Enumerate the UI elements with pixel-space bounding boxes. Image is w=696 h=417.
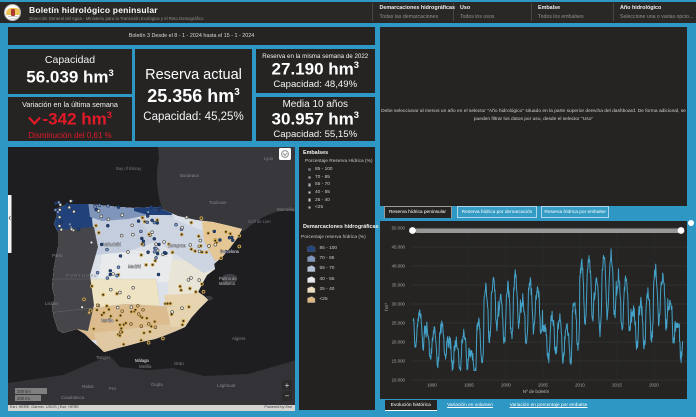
svg-text:Madrid: Madrid [128, 264, 141, 269]
svg-text:2020: 2020 [649, 383, 659, 388]
svg-text:2010: 2010 [575, 383, 585, 388]
svg-text:Toulouse: Toulouse [209, 200, 227, 205]
svg-text:Tangier: Tangier [96, 355, 111, 360]
svg-text:40.000: 40.000 [392, 264, 406, 269]
svg-text:Mallorca: Mallorca [219, 281, 235, 286]
svg-text:Rabat: Rabat [82, 384, 94, 389]
svg-text:Algiers: Algiers [232, 336, 246, 341]
svg-text:PORTUGAL: PORTUGAL [66, 273, 98, 278]
svg-text:Golf de Lion: Golf de Lion [248, 219, 271, 224]
svg-text:Málaga: Málaga [135, 358, 149, 363]
svg-text:35.000: 35.000 [392, 283, 406, 288]
svg-text:15.000: 15.000 [392, 359, 406, 364]
svg-text:Valladolid: Valladolid [103, 242, 122, 247]
svg-text:Zaragoza: Zaragoza [168, 243, 186, 248]
svg-text:−: − [285, 392, 290, 401]
svg-text:hm³: hm³ [384, 303, 389, 311]
svg-text:Oran: Oran [174, 361, 184, 366]
svg-text:Casablanca: Casablanca [61, 395, 85, 400]
svg-text:30.000: 30.000 [392, 302, 406, 307]
svg-text:Bordeaux: Bordeaux [180, 173, 200, 178]
svg-text:20.000: 20.000 [392, 340, 406, 345]
svg-text:Lisbon: Lisbon [45, 301, 58, 306]
svg-text:Palma de: Palma de [219, 276, 237, 281]
svg-text:2000: 2000 [501, 383, 511, 388]
svg-text:1995: 1995 [464, 383, 474, 388]
svg-text:Porto: Porto [52, 253, 63, 258]
svg-text:2005: 2005 [538, 383, 548, 388]
svg-text:50.000: 50.000 [392, 226, 406, 231]
svg-text:45.000: 45.000 [392, 245, 406, 250]
svg-text:Melilla: Melilla [139, 364, 152, 369]
svg-text:Barcelona: Barcelona [220, 249, 240, 254]
svg-text:10.000: 10.000 [392, 378, 406, 383]
svg-text:1990: 1990 [427, 383, 437, 388]
svg-text:Oujda: Oujda [151, 382, 163, 387]
svg-text:+: + [285, 381, 290, 390]
svg-text:200 mi: 200 mi [17, 396, 30, 401]
svg-text:25.000: 25.000 [392, 321, 406, 326]
svg-text:Nº de boletín: Nº de boletín [523, 389, 550, 394]
svg-text:Bay of Biscay: Bay of Biscay [116, 166, 142, 171]
svg-text:Sevilla: Sevilla [101, 318, 114, 323]
svg-text:Laghouat: Laghouat [217, 383, 236, 388]
svg-text:200 km: 200 km [17, 389, 31, 394]
svg-text:Lyon: Lyon [264, 156, 274, 161]
svg-text:Fez: Fez [109, 386, 116, 391]
svg-text:2015: 2015 [612, 383, 622, 388]
svg-text:Marseille: Marseille [277, 207, 295, 212]
